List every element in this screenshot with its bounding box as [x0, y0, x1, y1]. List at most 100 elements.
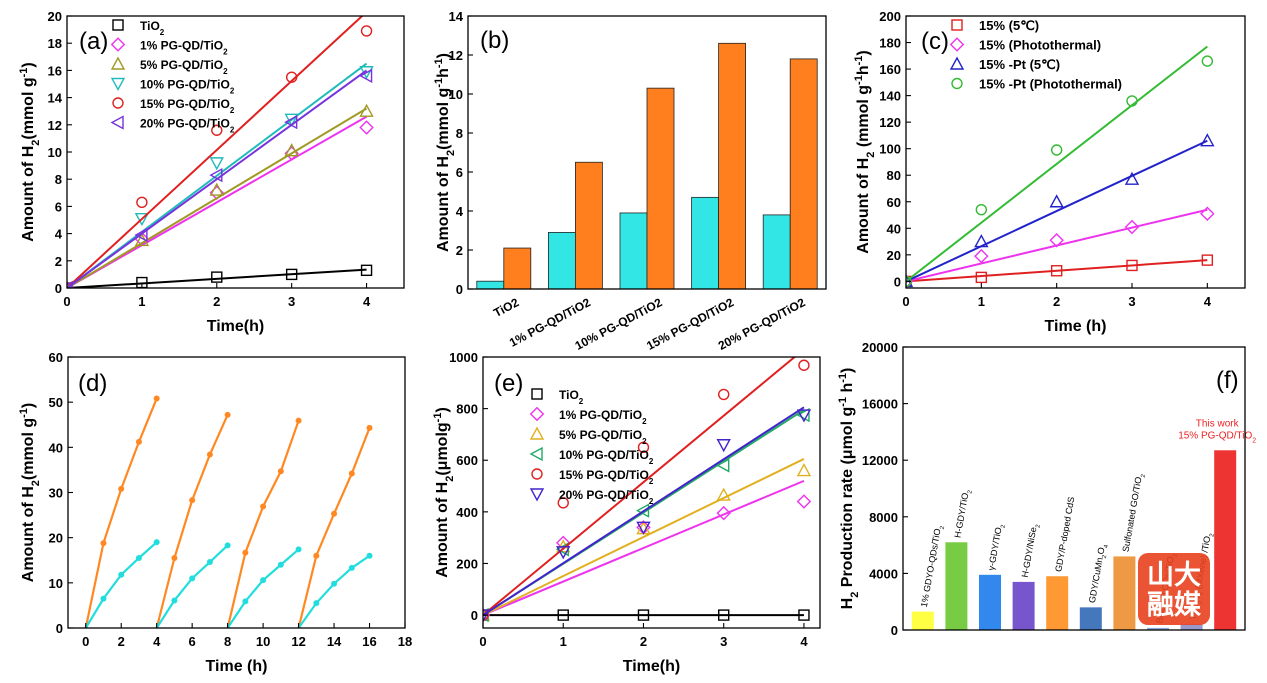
x-tick-label: 6: [189, 634, 196, 649]
data-point: [366, 552, 373, 559]
data-point: [284, 114, 298, 130]
y-tick-label: 50: [49, 395, 63, 410]
curve-line: [297, 554, 371, 629]
x-tick-label: 14: [327, 634, 342, 649]
y-tick-label: 40: [49, 440, 63, 455]
data-point: [153, 395, 160, 402]
data-point: [260, 577, 267, 584]
data-point: [206, 451, 213, 458]
data-point: [796, 409, 812, 423]
legend-marker: [112, 97, 124, 109]
bar: [1180, 624, 1203, 630]
panel-label: (a): [79, 28, 108, 55]
series-1-pg-qd-tio2: [67, 115, 374, 288]
legend-marker: [529, 406, 545, 422]
curve-line: [84, 541, 158, 629]
bar-label: γ-GDY/TiO2: [986, 522, 1007, 571]
legend-label: 5% PG-QD/TiO2: [140, 58, 228, 76]
x-tick-label: 3: [288, 294, 295, 309]
data-point: [285, 268, 298, 281]
data-point: [636, 521, 651, 535]
legend-marker: [110, 115, 124, 130]
x-axis-label: Time(h): [623, 658, 680, 675]
y-axis-label: Amount of H2 (mmol g-1h-1): [853, 50, 877, 253]
data-point: [796, 463, 812, 477]
x-tick-label: 4: [153, 634, 161, 649]
fit-line: [483, 406, 805, 616]
bar-label: GDY/CuMn2O4: [1087, 543, 1110, 605]
data-point: [366, 424, 373, 431]
data-point: [637, 609, 650, 621]
x-tick-label: 2: [640, 634, 647, 649]
data-point: [360, 264, 373, 277]
y-tick-label: 200: [456, 556, 478, 571]
x-axis-label: Time (h): [206, 658, 268, 675]
y-tick-label: 100: [879, 142, 901, 157]
y-tick-label: 800: [456, 402, 478, 417]
data-point: [295, 417, 302, 424]
data-point: [359, 103, 374, 117]
data-point: [1049, 194, 1064, 208]
data-point: [260, 503, 267, 510]
data-point: [796, 494, 812, 509]
y-tick-label: 18: [48, 36, 62, 51]
y-tick-label: 0: [56, 621, 63, 636]
legend-label: 20% PG-QD/TiO2: [140, 117, 235, 135]
y-tick-label: 4: [55, 227, 63, 242]
bar: [911, 611, 934, 630]
legend-label: 20% PG-QD/TiO2: [559, 488, 654, 506]
legend-label: TiO2: [559, 388, 584, 406]
x-tick-label: 3: [1128, 294, 1135, 309]
data-point: [118, 571, 125, 578]
y-tick-label: 600: [456, 453, 478, 468]
y-tick-label: 14: [449, 9, 464, 24]
y-tick-label: 10: [49, 576, 63, 591]
legend-marker: [949, 37, 965, 52]
x-tick-label: 10: [256, 634, 270, 649]
series-15-pt-5-: [906, 133, 1215, 288]
bar: [1147, 627, 1169, 630]
data-point: [209, 182, 224, 196]
data-point: [1049, 232, 1064, 248]
bar: [476, 280, 505, 290]
x-tick-label: 1: [138, 294, 145, 309]
y-tick-label: 10: [449, 87, 463, 102]
data-point: [556, 546, 571, 560]
bar: [575, 161, 603, 290]
y-axis-label: Amount of H2(mmol g-1): [18, 62, 42, 241]
y-tick-label: 0: [55, 281, 62, 296]
data-point: [285, 71, 298, 83]
y-tick-label: 80: [887, 168, 901, 183]
legend-label: 15% (Photothermal): [979, 38, 1101, 53]
data-point: [135, 438, 142, 445]
data-point: [974, 248, 989, 264]
fit-line: [67, 115, 368, 288]
data-point: [718, 609, 730, 621]
data-point: [224, 411, 231, 418]
cycle-curve: [297, 552, 373, 629]
data-point: [1201, 254, 1214, 266]
fit-line: [67, 16, 364, 288]
highlight-annotation: This work: [1196, 418, 1240, 429]
data-point: [1126, 95, 1138, 107]
cycle-curve: [155, 411, 231, 629]
axes-frame: [905, 15, 1246, 289]
fit-line: [67, 107, 368, 288]
y-tick-label: 0: [891, 623, 898, 638]
bar: [503, 247, 532, 290]
x-tick-label: 0: [82, 634, 89, 649]
y-tick-label: 8: [456, 126, 463, 141]
legend-label: 15% PG-QD/TiO2: [559, 468, 654, 486]
legend-label: TiO2: [140, 19, 165, 37]
data-point: [135, 554, 142, 561]
x-tick-label: 2: [118, 634, 125, 649]
data-point: [1201, 55, 1214, 67]
y-tick-label: 0: [456, 282, 463, 297]
y-tick-label: 400: [456, 505, 478, 520]
legend-marker: [951, 19, 963, 31]
x-tick-label: 18: [398, 634, 412, 649]
x-tick-label: 0: [479, 634, 486, 649]
